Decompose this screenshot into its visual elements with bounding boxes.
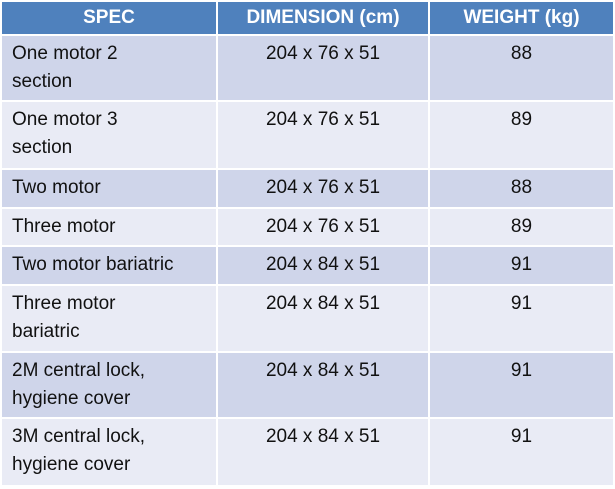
table-cell: 204 x 76 x 51 — [216, 168, 430, 209]
table-cell: Two motor — [0, 168, 218, 209]
table-cell: One motor 2 section — [0, 34, 218, 102]
table-cell: 204 x 76 x 51 — [216, 207, 430, 247]
table-cell: 91 — [428, 245, 615, 286]
table-body: One motor 2 section 204 x 76 x 51 88 One mo… — [0, 34, 615, 487]
table-cell: Two motor bariatric — [0, 245, 218, 286]
table-cell: 2M central lock, hygiene cover — [0, 351, 218, 419]
table-cell: One motor 3 section — [0, 100, 218, 170]
header-cell: DIMENSION (cm) — [216, 0, 430, 36]
table-cell: 89 — [428, 207, 615, 247]
table-cell: 91 — [428, 351, 615, 419]
table-header: SPEC DIMENSION (cm) WEIGHT (kg) — [0, 0, 615, 36]
table-row: Two motor 204 x 76 x 51 88 — [0, 168, 615, 209]
table-row: Three motor 204 x 76 x 51 89 — [0, 207, 615, 247]
table-cell: 204 x 84 x 51 — [216, 284, 430, 353]
table-row: 2M central lock, hygiene cover 204 x 84 x… — [0, 351, 615, 419]
table-row: Three motor bariatric 204 x 84 x 51 91 — [0, 284, 615, 353]
table-row: Two motor bariatric 204 x 84 x 51 91 — [0, 245, 615, 286]
table-cell: 91 — [428, 284, 615, 353]
header-cell: SPEC — [0, 0, 218, 36]
header-row: SPEC DIMENSION (cm) WEIGHT (kg) — [0, 0, 615, 36]
table-cell: 204 x 76 x 51 — [216, 100, 430, 170]
table-cell: 204 x 76 x 51 — [216, 34, 430, 102]
table-cell: 88 — [428, 168, 615, 209]
table-row: One motor 2 section 204 x 76 x 51 88 — [0, 34, 615, 102]
table-cell: 91 — [428, 417, 615, 487]
table-cell: 88 — [428, 34, 615, 102]
table-cell: 204 x 84 x 51 — [216, 417, 430, 487]
table-cell: 204 x 84 x 51 — [216, 245, 430, 286]
table-row: 3M central lock, hygiene cover 204 x 84 x… — [0, 417, 615, 487]
table-cell: 3M central lock, hygiene cover — [0, 417, 218, 487]
table-cell: Three motor bariatric — [0, 284, 218, 353]
table-cell: 204 x 84 x 51 — [216, 351, 430, 419]
table-cell: 89 — [428, 100, 615, 170]
table-row: One motor 3 section 204 x 76 x 51 89 — [0, 100, 615, 170]
table-cell: Three motor — [0, 207, 218, 247]
header-cell: WEIGHT (kg) — [428, 0, 615, 36]
